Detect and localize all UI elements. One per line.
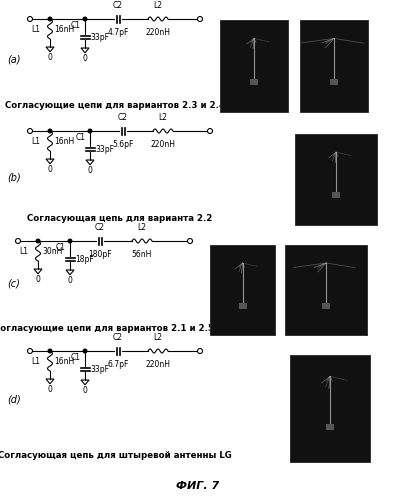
FancyBboxPatch shape — [239, 302, 247, 308]
Circle shape — [36, 239, 40, 243]
Circle shape — [197, 348, 202, 353]
Text: 6.7pF: 6.7pF — [107, 360, 129, 369]
Text: 220nH: 220nH — [145, 28, 170, 37]
Text: 0: 0 — [88, 166, 93, 175]
Text: L1: L1 — [31, 356, 40, 365]
Text: Согласующие цепи для вариантов 2.3 и 2.4: Согласующие цепи для вариантов 2.3 и 2.4 — [5, 101, 225, 110]
Text: L2: L2 — [137, 223, 146, 232]
Text: 220nH: 220nH — [145, 360, 170, 369]
Text: L1: L1 — [31, 24, 40, 33]
Text: C1: C1 — [56, 243, 66, 251]
Circle shape — [83, 349, 87, 353]
FancyBboxPatch shape — [300, 20, 368, 112]
Text: Согласующая цепь для варианта 2.2: Согласующая цепь для варианта 2.2 — [27, 214, 213, 223]
Text: (d): (d) — [7, 394, 21, 404]
FancyBboxPatch shape — [210, 245, 275, 335]
Circle shape — [48, 349, 52, 353]
Text: 0: 0 — [83, 54, 87, 63]
Text: 220nH: 220nH — [150, 140, 175, 149]
Text: (c): (c) — [8, 279, 20, 289]
Circle shape — [27, 16, 33, 21]
Circle shape — [187, 239, 193, 244]
Circle shape — [48, 17, 52, 21]
Text: Согласующие цепи для вариантов 2.1 и 2.5: Согласующие цепи для вариантов 2.1 и 2.5 — [0, 324, 214, 333]
Text: C1: C1 — [76, 133, 86, 142]
Text: 0: 0 — [48, 53, 52, 62]
Circle shape — [15, 239, 21, 244]
Text: 33pF: 33pF — [95, 145, 114, 154]
Text: (a): (a) — [7, 54, 21, 64]
Circle shape — [68, 239, 72, 243]
FancyBboxPatch shape — [332, 192, 340, 198]
Text: C2: C2 — [113, 333, 123, 342]
Text: 16nH: 16nH — [54, 137, 74, 146]
FancyBboxPatch shape — [326, 424, 334, 430]
Text: 0: 0 — [48, 385, 52, 394]
Text: 0: 0 — [83, 386, 87, 395]
FancyBboxPatch shape — [290, 355, 370, 462]
Text: Согласующая цепь для штыревой антенны LG: Согласующая цепь для штыревой антенны LG — [0, 451, 232, 460]
Circle shape — [208, 129, 212, 134]
Circle shape — [197, 16, 202, 21]
Circle shape — [48, 129, 52, 133]
FancyBboxPatch shape — [250, 79, 258, 85]
FancyBboxPatch shape — [295, 134, 377, 225]
Circle shape — [83, 17, 87, 21]
Text: L2: L2 — [154, 1, 162, 10]
Circle shape — [27, 348, 33, 353]
Circle shape — [27, 129, 33, 134]
Text: 16nH: 16nH — [54, 24, 74, 33]
Text: L2: L2 — [154, 333, 162, 342]
Text: 30nH: 30nH — [42, 247, 62, 255]
Text: L1: L1 — [31, 137, 40, 146]
Text: C1: C1 — [71, 20, 81, 29]
Text: ФИГ. 7: ФИГ. 7 — [176, 481, 220, 491]
Text: L2: L2 — [158, 113, 168, 122]
Text: 16nH: 16nH — [54, 356, 74, 365]
Text: C2: C2 — [113, 1, 123, 10]
Text: L1: L1 — [19, 247, 28, 255]
FancyBboxPatch shape — [285, 245, 367, 335]
Text: (b): (b) — [7, 172, 21, 182]
FancyBboxPatch shape — [330, 79, 338, 85]
FancyBboxPatch shape — [220, 20, 288, 112]
Text: 33pF: 33pF — [90, 364, 109, 373]
Text: 33pF: 33pF — [90, 32, 109, 41]
FancyBboxPatch shape — [322, 302, 330, 308]
Text: 0: 0 — [48, 165, 52, 174]
Text: C2: C2 — [95, 223, 105, 232]
Text: C2: C2 — [118, 113, 128, 122]
Text: 5.6pF: 5.6pF — [112, 140, 134, 149]
Text: 4.7pF: 4.7pF — [107, 28, 129, 37]
Text: 0: 0 — [67, 276, 72, 285]
Circle shape — [88, 129, 92, 133]
Text: C1: C1 — [71, 352, 81, 361]
Text: 180pF: 180pF — [88, 250, 112, 259]
Text: 0: 0 — [36, 275, 40, 284]
Text: 18pF: 18pF — [75, 254, 94, 263]
Text: 56nH: 56nH — [132, 250, 152, 259]
